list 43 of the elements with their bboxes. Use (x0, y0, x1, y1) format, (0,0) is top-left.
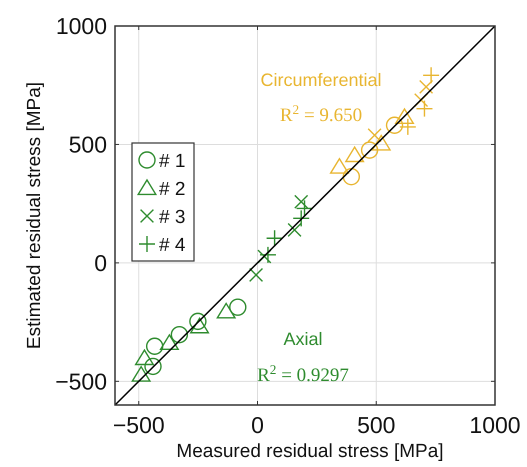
legend-label: # 4 (159, 235, 186, 256)
point (248, 268, 264, 282)
point (189, 312, 207, 330)
x-tick-label: 0 (251, 412, 264, 438)
annotation: R$^{2}$ = 0.9297 (257, 362, 349, 386)
y-tick-label: 500 (68, 131, 107, 158)
point (266, 230, 284, 247)
point (330, 158, 349, 174)
point (170, 326, 188, 344)
y-tick-label: 1000 (56, 13, 107, 39)
point (134, 349, 154, 366)
point (416, 100, 434, 118)
point (296, 200, 314, 218)
annotation: R$^{2}$ = 9.650 (280, 102, 362, 126)
legend-label: # 1 (159, 151, 186, 172)
point (190, 318, 210, 334)
point (216, 302, 236, 319)
point (399, 118, 417, 136)
legend-label: # 2 (159, 179, 186, 200)
point (160, 334, 179, 350)
point (257, 249, 272, 264)
point (372, 134, 391, 151)
annotation: Circumferential (260, 70, 382, 90)
point (229, 298, 246, 316)
x-tick-label: −500 (112, 412, 165, 438)
point (144, 358, 162, 376)
point (386, 116, 404, 134)
point (132, 366, 151, 382)
point (345, 146, 364, 162)
legend-label: # 3 (159, 207, 186, 228)
point (342, 168, 360, 186)
x-axis-title: Measured residual stress [MPa] (176, 441, 444, 462)
x-tick-label: 500 (357, 412, 396, 438)
annotation: Axial (283, 329, 323, 349)
y-tick-label: −500 (55, 368, 107, 394)
x-tick-label: 1000 (469, 412, 521, 438)
y-axis-title: Estimated residual stress [MPa] (24, 82, 45, 350)
point (294, 194, 308, 209)
point (360, 141, 378, 159)
y-tick-label: 0 (94, 250, 107, 276)
point (146, 338, 164, 355)
point (395, 108, 414, 124)
point (414, 93, 428, 108)
